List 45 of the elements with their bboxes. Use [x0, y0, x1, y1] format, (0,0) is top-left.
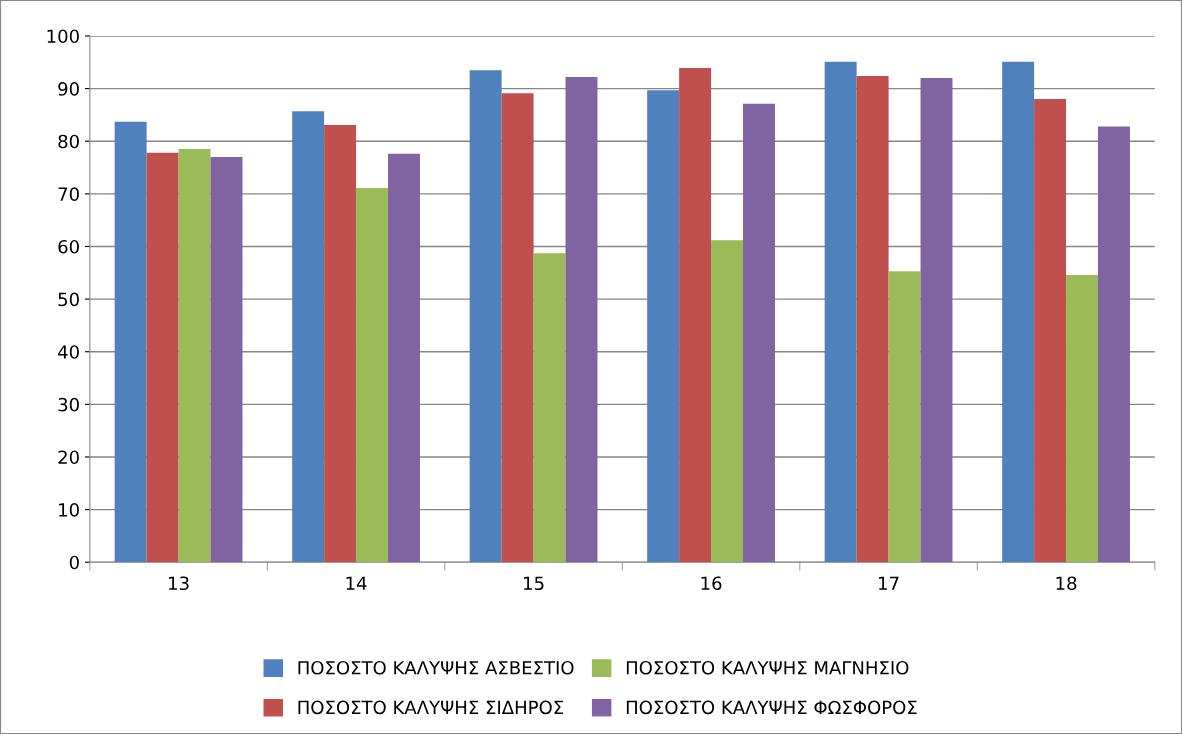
- y-tick-label: 30: [58, 397, 79, 412]
- x-tick-label: 13: [169, 576, 189, 591]
- bar: [920, 78, 953, 563]
- y-tick-label: 0: [69, 555, 79, 570]
- y-tick-label: 10: [59, 503, 79, 517]
- bar: [1034, 99, 1067, 563]
- bar: [210, 157, 243, 563]
- x-tick-label: 18: [1056, 576, 1077, 591]
- bar: [356, 188, 389, 563]
- x-tick-label: 17: [879, 576, 899, 590]
- y-tick-label: 60: [58, 239, 79, 254]
- bar: [743, 103, 775, 563]
- legend-label: ΠΟΣΟΣΤΟ ΚΑΛΥΨΗΣ ΜΑΓΝΗΣΙΟ: [626, 660, 909, 675]
- legend-label: ΠΟΣΟΣΤΟ ΚΑΛΥΨΗΣ ΣΙΔΗΡΟΣ: [298, 700, 564, 715]
- bar: [888, 271, 921, 563]
- bar: [324, 124, 357, 563]
- bar: [114, 121, 147, 563]
- bar: [647, 90, 680, 563]
- y-tick-label: 40: [58, 345, 79, 359]
- bar: [1066, 274, 1099, 563]
- bar: [178, 149, 211, 563]
- bar: [565, 77, 598, 563]
- y-tick-label: 80: [58, 134, 79, 149]
- y-tick-label: 90: [58, 82, 79, 96]
- y-tick-label: 100: [47, 29, 79, 44]
- bar: [711, 240, 744, 563]
- bar: [388, 153, 420, 563]
- y-tick-label: 70: [58, 187, 79, 201]
- bar: [679, 68, 712, 563]
- y-tick-label: 20: [58, 450, 79, 465]
- x-tick-label: 15: [524, 576, 544, 591]
- bar: [146, 152, 179, 563]
- legend-label: ΠΟΣΟΣΤΟ ΚΑΛΥΨΗΣ ΑΣΒΕΣΤΙΟ: [298, 660, 574, 675]
- bar: [292, 111, 325, 563]
- bar: [469, 70, 502, 563]
- bar: [533, 253, 566, 563]
- x-tick-label: 14: [346, 576, 367, 590]
- bar: [501, 93, 534, 563]
- bar: [1098, 126, 1130, 563]
- bar: [856, 75, 889, 563]
- bar: [1002, 61, 1035, 563]
- y-tick-label: 50: [58, 292, 79, 307]
- x-tick-label: 16: [701, 576, 722, 591]
- bar: [824, 61, 857, 563]
- legend-label: ΠΟΣΟΣΤΟ ΚΑΛΥΨΗΣ ΦΩΣΦΟΡΟΣ: [626, 700, 917, 715]
